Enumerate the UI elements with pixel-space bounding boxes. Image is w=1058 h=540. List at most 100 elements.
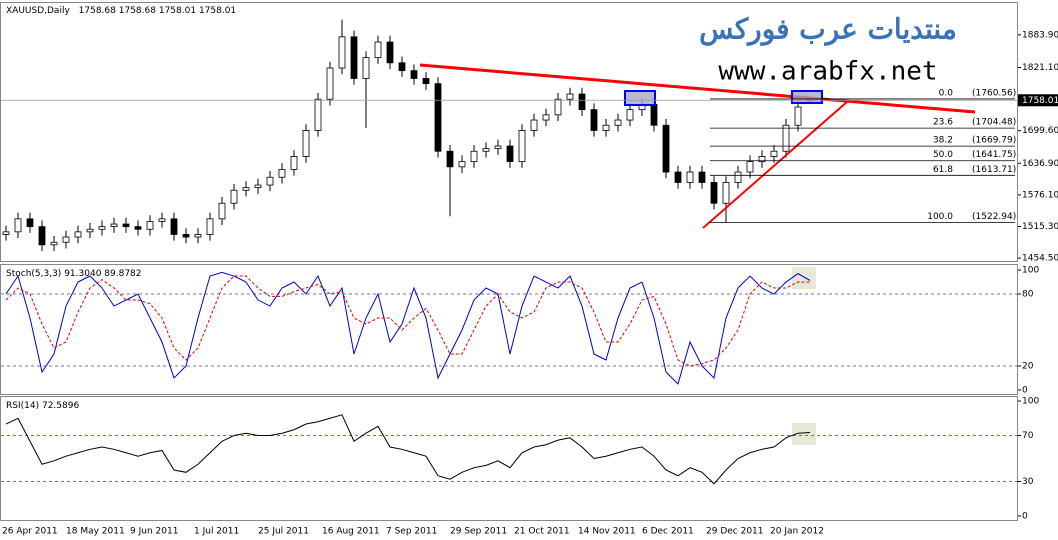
- candle-body: [542, 114, 550, 121]
- main-header: XAUUSD,Daily 1758.68 1758.68 1758.01 175…: [6, 6, 236, 16]
- candle-body: [254, 184, 262, 189]
- x-tick-label: 18 May 2011: [66, 527, 125, 537]
- candle-body: [266, 176, 274, 186]
- candle-body: [794, 106, 802, 126]
- candle-body: [554, 98, 562, 116]
- candle-body: [242, 187, 250, 191]
- ohlc: 1758.68: [119, 6, 156, 16]
- candle-body: [614, 119, 622, 126]
- ohlc: 1758.01: [159, 6, 196, 16]
- candle-body: [422, 78, 430, 85]
- candle-body: [194, 234, 202, 238]
- indicator-line: [5, 414, 811, 485]
- y-tick-label: 100: [1022, 266, 1039, 276]
- candle-body: [602, 124, 610, 131]
- main-panel: [0, 2, 1018, 262]
- candle-body: [710, 182, 718, 204]
- ohlc: 1758.01: [199, 6, 236, 16]
- candle-body: [566, 93, 574, 100]
- candle-body: [14, 218, 22, 233]
- candle-body: [746, 161, 754, 173]
- rsi-panel: [0, 396, 1018, 521]
- y-tick-label: 1454.50: [1022, 254, 1058, 264]
- indicator: RSI(14): [6, 401, 39, 411]
- candle-body: [290, 156, 298, 170]
- candle-body: [734, 171, 742, 183]
- x-tick-label: 7 Sep 2011: [386, 527, 437, 537]
- y-tick-label: 100: [1022, 397, 1039, 407]
- candle-body: [686, 171, 694, 183]
- candle-body: [278, 169, 286, 178]
- x-tick-label: 25 Jul 2011: [258, 527, 309, 537]
- fib-level: 0.0: [939, 88, 954, 98]
- candle-body: [134, 226, 142, 230]
- marks: [2, 19, 814, 252]
- y-tick-label: 1576.10: [1022, 190, 1058, 200]
- candle-body: [458, 161, 466, 168]
- candle-body: [446, 150, 454, 168]
- candle-body: [506, 145, 514, 163]
- candle-body: [218, 202, 226, 220]
- candle-body: [146, 221, 154, 230]
- x-tick-label: 29 Sep 2011: [450, 527, 507, 537]
- readout: 91.3040: [64, 269, 101, 279]
- fib-price: (1669.79): [972, 136, 1016, 146]
- candle-body: [338, 36, 346, 69]
- candle-body: [350, 36, 358, 79]
- fib-price: (1613.71): [972, 165, 1016, 175]
- readout: 89.8782: [104, 269, 141, 279]
- fib-price: (1704.48): [972, 118, 1016, 128]
- y-tick-label: 70: [1022, 431, 1034, 441]
- indicator-line: [5, 271, 811, 385]
- candle-body: [674, 171, 682, 183]
- candle-body: [2, 231, 10, 235]
- watermark-title: منتديات عرب فوركس: [699, 13, 957, 47]
- x-tick-label: 6 Dec 2011: [642, 527, 694, 537]
- y-tick-label: 1515.30: [1022, 222, 1058, 232]
- candle-body: [410, 70, 418, 79]
- highlight: [792, 423, 816, 445]
- rsi-header: RSI(14) 72.5896: [6, 401, 79, 411]
- candle-body: [434, 83, 442, 152]
- highlight: [792, 267, 816, 289]
- candle-body: [386, 41, 394, 64]
- y-tick-label: 0: [1022, 385, 1028, 395]
- candle-body: [86, 228, 94, 233]
- candle-body: [374, 41, 382, 59]
- trendline: [702, 100, 849, 229]
- candle-body: [302, 130, 310, 157]
- readout: 72.5896: [42, 401, 79, 411]
- fib-price: (1641.75): [972, 150, 1016, 160]
- candle-body: [482, 148, 490, 152]
- x-tick-label: 29 Dec 2011: [706, 527, 764, 537]
- y-tick-label: 80: [1022, 290, 1034, 300]
- candle-body: [50, 241, 58, 246]
- x-tick-label: 16 Aug 2011: [322, 527, 380, 537]
- candle-body: [158, 218, 166, 222]
- current-price-label: 1758.01: [1022, 96, 1058, 106]
- x-tick-label: 21 Oct 2011: [514, 527, 570, 537]
- candle-body: [782, 124, 790, 152]
- fib-level: 61.8: [933, 165, 953, 175]
- highlight-box: [624, 90, 656, 106]
- fib-price: (1522.94): [972, 212, 1016, 222]
- fib-level: 50.0: [933, 150, 953, 160]
- fib-level: 38.2: [933, 136, 953, 146]
- candle-body: [578, 93, 586, 111]
- candle-body: [122, 223, 130, 228]
- candle-body: [722, 182, 730, 204]
- candle-body: [170, 218, 178, 235]
- candle-body: [530, 119, 538, 131]
- trendline: [419, 63, 976, 114]
- current-price-box: [1018, 94, 1058, 107]
- stoch-header: Stoch(5,3,3) 91.3040 89.8782: [6, 269, 142, 279]
- fib-level: 100.0: [927, 212, 953, 222]
- x-tick-label: 1 Jul 2011: [194, 527, 239, 537]
- candle-body: [26, 218, 34, 228]
- candle-body: [770, 150, 778, 157]
- candle-body: [626, 109, 634, 121]
- stoch-panel: [0, 264, 1018, 395]
- candle-body: [590, 109, 598, 131]
- highlight-box: [791, 90, 823, 104]
- candle-body: [470, 150, 478, 163]
